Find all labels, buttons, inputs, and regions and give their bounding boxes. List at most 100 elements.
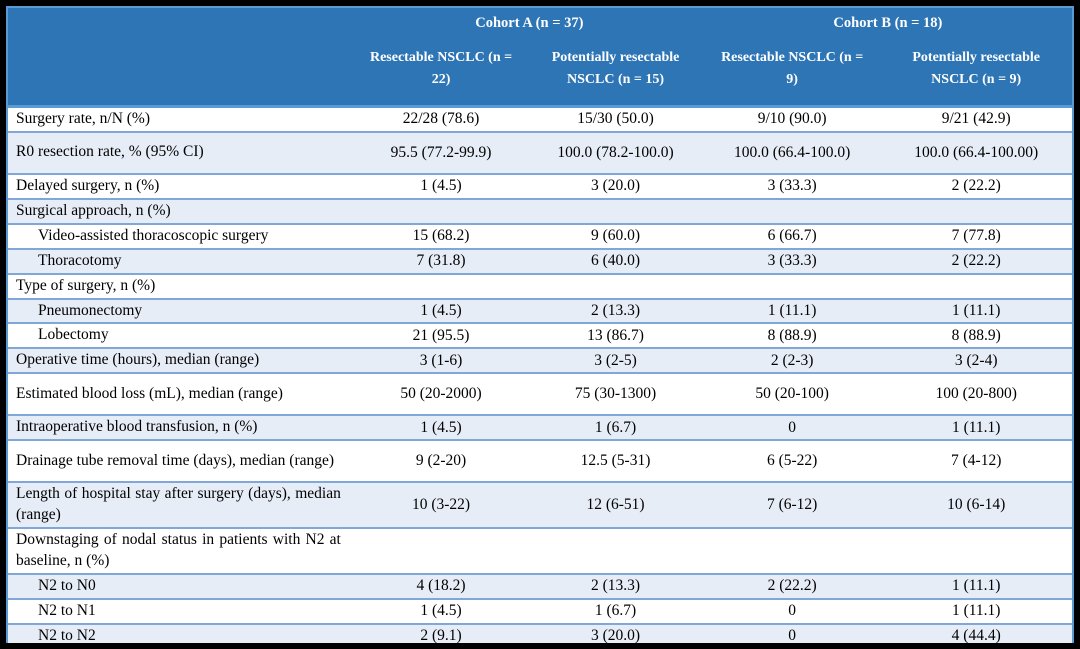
cell-value: 2 (9.1): [420, 627, 462, 643]
cell-value: 15/30 (50.0): [577, 110, 654, 128]
cell-value: 2 (13.3): [590, 577, 641, 595]
row-label: Surgery rate, n/N (%): [16, 110, 151, 127]
table-row: N2 to N0 4 (18.2) 2 (13.3) 2 (22.2) 1 (11.1): [8, 574, 1072, 600]
table-row: R0 resection rate, % (95% CI) 95.5 (77.2-…: [8, 132, 1072, 175]
cell-value: 1 (6.7): [594, 418, 637, 436]
table-header: Cohort A (n = 37) Cohort B (n = 18) Rese…: [6, 6, 1074, 108]
table-row: Delayed surgery, n (%) 1 (4.5) 3 (20.0) 3 (…: [8, 174, 1072, 200]
surgery-outcomes-table: Cohort A (n = 37) Cohort B (n = 18) Rese…: [6, 6, 1074, 643]
cell-value: 100.0 (78.2-100.0): [557, 143, 674, 161]
cell-value: 50 (20-100): [755, 385, 829, 403]
cell-value: 2 (2-3): [770, 351, 814, 369]
cell-value: 3 (33.3): [767, 252, 817, 270]
table-row: Surgery rate, n/N (%) 22/28 (78.6) 15/30 (…: [8, 108, 1072, 133]
table-row: Length of hospital stay after surgery (d…: [8, 483, 1072, 530]
cell-value: 3 (1-6): [419, 351, 463, 369]
row-label: Surgical approach, n (%): [16, 201, 171, 219]
cell-value: [880, 210, 1072, 212]
cohort-a-header: Cohort A (n = 37): [475, 15, 584, 31]
table-row: Intraoperative blood transfusion, n (%) 1…: [8, 416, 1072, 442]
table-row: Video-assisted thoracoscopic surgery 15 (…: [8, 224, 1072, 250]
cell-value: 13 (86.7): [587, 326, 644, 344]
column-header-potentially-a: Potentially resectable NSCLC (n = 15): [551, 49, 680, 87]
cell-value: 6 (66.7): [767, 227, 817, 245]
cell-value: 22/28 (78.6): [402, 110, 480, 128]
cell-value: 0: [788, 418, 796, 436]
cell-value: [704, 285, 881, 287]
cell-value: [880, 285, 1072, 287]
row-label: Pneumonectomy: [38, 301, 143, 319]
cell-value: 3 (33.3): [767, 177, 817, 195]
column-header-resectable-b: Resectable NSCLC (n = 9): [721, 49, 864, 87]
cell-value: 12.5 (5-31): [580, 452, 651, 470]
row-label: Thoracotomy: [38, 251, 122, 269]
cell-value: 2 (13.3): [590, 301, 641, 319]
cell-value: 75 (30-1300): [574, 385, 657, 403]
cell-value: 1 (11.1): [767, 301, 817, 319]
cell-value: 3 (2-5): [594, 351, 637, 369]
cell-value: 1 (4.5): [420, 177, 462, 195]
cell-value: [704, 210, 881, 212]
cell-value: 6 (40.0): [590, 252, 641, 270]
cell-value: 1 (11.1): [951, 577, 1001, 595]
cell-value: 50 (20-2000): [400, 385, 482, 403]
row-label: Downstaging of nodal status in patients …: [16, 531, 341, 569]
cell-value: 3 (2-4): [954, 351, 998, 369]
cell-value: 7 (31.8): [416, 252, 466, 270]
cohort-header-row: Cohort A (n = 37) Cohort B (n = 18): [8, 8, 1072, 32]
cell-value: 1 (6.7): [594, 602, 637, 620]
row-label: N2 to N1: [38, 601, 96, 619]
cell-value: 1 (4.5): [420, 301, 462, 319]
table-row: N2 to N1 1 (4.5) 1 (6.7) 0 1 (11.1): [8, 599, 1072, 625]
row-label: Drainage tube removal time (days), media…: [16, 451, 335, 469]
cell-value: 2 (22.2): [951, 252, 1001, 270]
cell-value: 15 (68.2): [412, 227, 470, 245]
cell-value: 3 (20.0): [590, 177, 641, 195]
cell-value: 100 (20-800): [935, 385, 1017, 403]
column-header-row: Resectable NSCLC (n = 22) Potentially re…: [8, 32, 1072, 105]
row-label: Video-assisted thoracoscopic surgery: [38, 226, 269, 244]
cell-value: [355, 210, 527, 212]
table-row: Lobectomy 21 (95.5) 13 (86.7) 8 (88.9) 8 (88…: [8, 324, 1072, 350]
cell-value: 8 (88.9): [951, 326, 1001, 344]
cell-value: 3 (20.0): [590, 627, 641, 643]
cell-value: 6 (5-22): [766, 452, 818, 470]
cell-value: [527, 285, 704, 287]
cell-value: 0: [788, 602, 796, 620]
cell-value: [355, 285, 527, 287]
cell-value: 1 (4.5): [420, 418, 462, 436]
column-header-resectable-a: Resectable NSCLC (n = 22): [369, 49, 513, 87]
table-body: Surgery rate, n/N (%) 22/28 (78.6) 15/30 (…: [6, 108, 1074, 643]
row-label: R0 resection rate, % (95% CI): [16, 143, 204, 161]
cell-value: 100.0 (66.4-100.00): [914, 143, 1039, 161]
table-row: Operative time (hours), median (range) 3 …: [8, 349, 1072, 375]
row-label: Operative time (hours), median (range): [16, 351, 260, 369]
cell-value: 1 (11.1): [951, 602, 1001, 620]
cell-value: 7 (4-12): [951, 452, 1002, 470]
table-row: Type of surgery, n (%): [8, 274, 1072, 300]
cell-value: 10 (3-22): [411, 496, 471, 514]
cell-value: 12 (6-51): [586, 496, 645, 514]
cell-value: 7 (77.8): [951, 227, 1001, 245]
cell-value: [355, 550, 527, 552]
row-label: Type of surgery, n (%): [16, 276, 156, 294]
cell-value: 8 (88.9): [767, 326, 817, 344]
row-label: N2 to N0: [38, 576, 96, 594]
row-label: Length of hospital stay after surgery (d…: [16, 485, 341, 524]
cell-value: 4 (18.2): [416, 577, 466, 595]
cell-value: 1 (4.5): [420, 602, 462, 620]
row-label: Lobectomy: [38, 326, 109, 344]
row-label: Delayed surgery, n (%): [16, 176, 160, 194]
cell-value: 1 (11.1): [951, 418, 1001, 436]
table-row: Pneumonectomy 1 (4.5) 2 (13.3) 1 (11.1) 1 (1…: [8, 299, 1072, 325]
cell-value: 95.5 (77.2-99.9): [390, 143, 492, 161]
table-row: Drainage tube removal time (days), media…: [8, 441, 1072, 484]
cell-value: 10 (6-14): [947, 496, 1006, 514]
cell-value: [880, 550, 1072, 552]
table-row: Estimated blood loss (mL), median (range…: [8, 374, 1072, 417]
cell-value: 21 (95.5): [412, 326, 470, 344]
cell-value: [527, 210, 704, 212]
cell-value: 9/10 (90.0): [757, 110, 827, 128]
table-row: Thoracotomy 7 (31.8) 6 (40.0) 3 (33.3) 2 (22…: [8, 249, 1072, 275]
table-row: N2 to N2 2 (9.1) 3 (20.0) 0 4 (44.4): [8, 624, 1072, 643]
